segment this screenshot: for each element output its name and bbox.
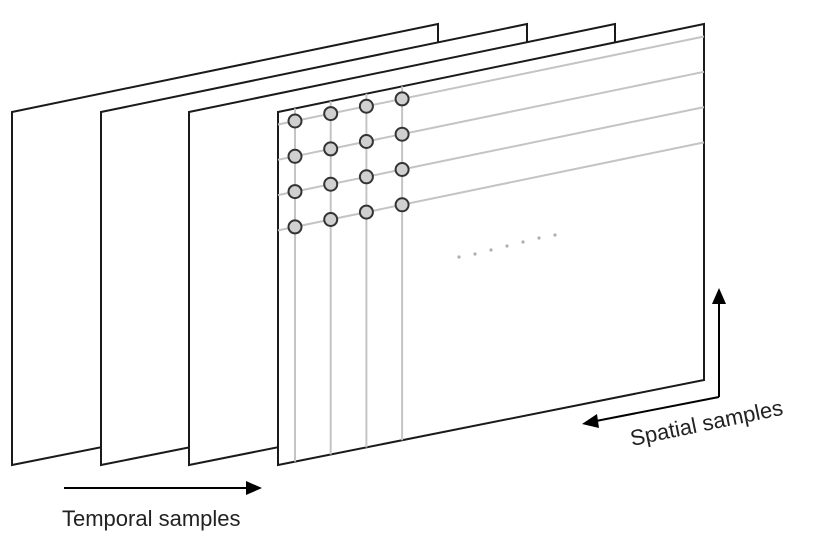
grid-row-line bbox=[277, 106, 705, 197]
spatial-sample-point bbox=[394, 91, 410, 107]
ellipsis-dot bbox=[553, 233, 557, 237]
spatial-sample-point bbox=[323, 106, 339, 122]
spatial-arrow-left-head bbox=[582, 414, 599, 428]
ellipsis-dot bbox=[473, 252, 477, 256]
temporal-samples-label: Temporal samples bbox=[62, 506, 241, 531]
ellipsis-dot bbox=[505, 244, 509, 248]
spatial-sample-point bbox=[287, 113, 303, 129]
spatial-arrows bbox=[582, 288, 726, 428]
spatial-sample-point bbox=[287, 184, 303, 200]
spatial-sample-point bbox=[287, 219, 303, 235]
spatial-arrow-horizontal-shaft bbox=[595, 396, 720, 422]
spatial-sample-point bbox=[323, 141, 339, 157]
grid-row-line bbox=[277, 70, 705, 161]
spatial-sample-point bbox=[287, 148, 303, 164]
spatial-sample-point bbox=[358, 169, 374, 185]
temporal-arrow bbox=[64, 481, 262, 495]
spatial-sample-point bbox=[358, 134, 374, 149]
grid-row-line bbox=[277, 35, 705, 126]
spatial-sample-point bbox=[394, 126, 410, 142]
grid-row-line bbox=[277, 141, 705, 232]
ellipsis-dot bbox=[537, 236, 541, 240]
video-frame-4-front bbox=[277, 22, 705, 467]
spatial-sample-grid bbox=[287, 91, 410, 235]
spatial-samples-label: Spatial samples bbox=[628, 395, 785, 451]
spatial-arrow-up-head bbox=[712, 288, 726, 304]
spatial-sample-point bbox=[394, 162, 410, 177]
spatial-sample-point bbox=[323, 176, 339, 192]
continuation-ellipsis bbox=[457, 233, 557, 259]
spatial-sample-point bbox=[394, 197, 410, 213]
spatial-sample-point bbox=[323, 212, 339, 227]
temporal-arrow-head bbox=[246, 481, 262, 495]
ellipsis-dot bbox=[457, 255, 461, 259]
ellipsis-dot bbox=[521, 240, 525, 244]
spatial-sample-point bbox=[358, 98, 374, 114]
spatial-grid-lines bbox=[277, 35, 705, 462]
spatial-sample-point bbox=[358, 204, 374, 220]
ellipsis-dot bbox=[489, 248, 493, 252]
